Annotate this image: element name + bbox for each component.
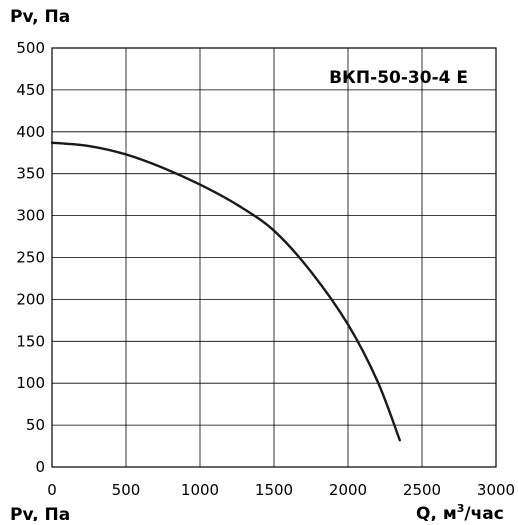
plot-frame bbox=[51, 47, 497, 468]
y-tick-label: 200 bbox=[16, 290, 45, 308]
chart-model-label: ВКП-50-30-4 E bbox=[329, 68, 468, 88]
y-tick-label: 500 bbox=[16, 39, 45, 57]
y-tick-label: 350 bbox=[16, 165, 45, 183]
grid-layer bbox=[51, 47, 497, 468]
x-tick-label: 3000 bbox=[477, 481, 515, 499]
y-tick-label: 50 bbox=[26, 416, 45, 434]
y-axis-title: Pv, Па bbox=[10, 7, 70, 27]
y-tick-label: 400 bbox=[16, 123, 45, 141]
y-tick-label: 250 bbox=[16, 249, 45, 267]
x-axis-title-suffix: /час bbox=[464, 504, 503, 521]
x-tick-label: 1000 bbox=[181, 481, 219, 499]
x-axis-title-main: Q, м bbox=[416, 504, 457, 521]
y-tick-label: 100 bbox=[16, 374, 45, 392]
y-axis-title-bottom-repeat: Pv, Па bbox=[10, 505, 70, 521]
x-tick-label: 2500 bbox=[403, 481, 441, 499]
x-tick-label: 1500 bbox=[255, 481, 293, 499]
y-tick-label: 450 bbox=[16, 81, 45, 99]
x-tick-label: 0 bbox=[47, 481, 57, 499]
x-axis-title-superscript: 3 bbox=[457, 502, 465, 515]
series-layer bbox=[50, 141, 401, 442]
y-tick-label: 300 bbox=[16, 207, 45, 225]
x-tick-label: 2000 bbox=[329, 481, 367, 499]
y-tick-label: 0 bbox=[35, 458, 45, 476]
x-tick-label: 500 bbox=[112, 481, 141, 499]
tick-label-layer: 0 500 1000 1500 2000 2500 3000 0 50 100 150 200 250 3… bbox=[16, 39, 515, 499]
y-tick-label: 150 bbox=[16, 332, 45, 350]
x-axis-title: Q, м3/час bbox=[416, 502, 504, 521]
frame-layer bbox=[51, 47, 497, 468]
fan-curve-line bbox=[50, 141, 401, 442]
